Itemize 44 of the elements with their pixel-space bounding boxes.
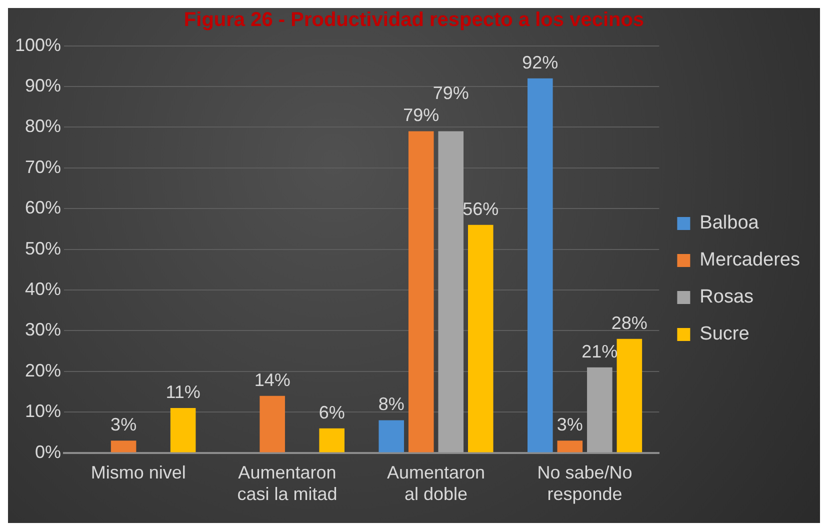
data-label: 56% (462, 198, 499, 219)
x-tick-label: Mismo nivel (90, 462, 186, 483)
data-label: 92% (522, 52, 558, 72)
y-tick-label: 0% (35, 442, 62, 462)
data-label: 8% (378, 394, 404, 414)
y-tick-label: 30% (25, 320, 62, 340)
bar (378, 420, 404, 452)
bar (528, 78, 553, 452)
x-tick-label: No sabe/No responde (537, 462, 632, 504)
data-label: 79% (403, 105, 440, 126)
bar (319, 428, 344, 452)
data-label: 21% (582, 341, 618, 362)
y-tick-label: 70% (25, 156, 62, 177)
data-label: 79% (432, 83, 469, 104)
data-label: 28% (611, 312, 648, 333)
bar (587, 367, 612, 452)
data-label: 11% (166, 382, 200, 402)
bar (260, 396, 285, 452)
y-tick-label: 80% (25, 116, 62, 136)
bar (170, 408, 196, 452)
x-tick-label: Aumentaron al doble (386, 462, 486, 504)
legend-label: Sucre (700, 324, 750, 345)
data-label: 6% (318, 402, 345, 422)
legend-label: Mercaderes (700, 250, 800, 271)
bar (557, 440, 583, 452)
y-tick-label: 90% (25, 75, 62, 96)
y-tick-label: 40% (25, 278, 62, 299)
y-tick-label: 60% (25, 198, 62, 218)
chart-title: Figura 26 - Productividad respecto a los vecinos (182, 8, 646, 32)
data-label: 14% (254, 370, 290, 390)
y-tick-label: 10% (25, 401, 62, 422)
bar (468, 224, 494, 452)
y-tick-label: 100% (14, 34, 62, 55)
data-label: 3% (110, 414, 137, 435)
y-tick-label: 50% (25, 238, 62, 258)
bar (110, 440, 136, 452)
y-tick-label: 20% (25, 360, 62, 380)
legend-label: Rosas (700, 286, 754, 308)
legend-label: Balboa (700, 212, 760, 234)
bar (438, 131, 464, 452)
bar (616, 338, 642, 452)
bar (408, 131, 434, 452)
data-label: 3% (556, 414, 583, 435)
x-tick-label: Aumentaron casi la mitad (237, 462, 338, 504)
